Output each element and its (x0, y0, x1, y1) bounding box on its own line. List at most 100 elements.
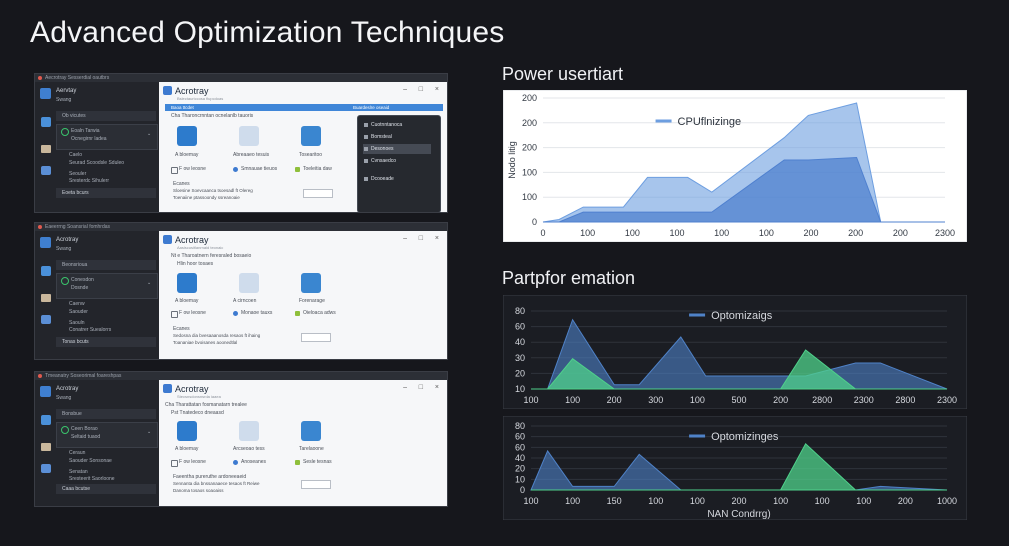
maximize-icon[interactable]: □ (418, 86, 423, 93)
checkbox[interactable] (295, 311, 300, 316)
input-field[interactable] (301, 480, 331, 489)
series-area-1 (531, 349, 947, 390)
sidebar-row[interactable]: Beonsrioua (56, 260, 156, 270)
selected-bar[interactable]: Baoa ttcdet Buardeslre oseaid (165, 104, 443, 111)
folder-icon[interactable] (41, 117, 51, 127)
folder-icon[interactable] (41, 266, 51, 276)
top-area-chart: 0 100 100 200 200 200 0 100 100 100 100 100 200 200 20… (503, 90, 967, 242)
sidebar-group[interactable]: Eoaln Tarwia Ocnegirnr ladea ⌄ (56, 124, 158, 150)
tile-icon-1[interactable] (177, 421, 197, 441)
x-tick-label: 100 (690, 395, 705, 405)
box-icon[interactable] (41, 443, 51, 451)
note-line: Sloesine Soevcaanca tsoesadl ft Olereg (173, 188, 253, 193)
checkbox[interactable] (295, 167, 300, 172)
sidebar-item[interactable]: Sresteerit Saorloone (69, 476, 115, 482)
sidebar-item[interactable]: Caenw (69, 301, 85, 307)
close-icon[interactable]: × (434, 384, 439, 391)
sidebar-item[interactable]: Seurad Scoodsle Sduleo (69, 160, 125, 166)
menu-item[interactable]: Cvnsaedco (363, 156, 431, 166)
box-icon[interactable] (41, 145, 51, 153)
sidebar-button[interactable]: Tonas bcuts (56, 337, 156, 347)
input-field[interactable] (301, 333, 331, 342)
tile-icon-1[interactable] (177, 126, 197, 146)
radio-button[interactable] (233, 460, 238, 465)
menu-item[interactable]: Dcooeade (363, 174, 431, 184)
close-dot-icon[interactable] (38, 374, 42, 378)
tile-icon-2[interactable] (239, 421, 259, 441)
menu-item-label: Cvnsaedco (371, 158, 397, 164)
app-subtitle: Swang (56, 395, 72, 401)
menu-item-icon (364, 177, 368, 181)
chevron-down-icon[interactable]: ⌄ (147, 131, 152, 137)
user-icon[interactable] (41, 166, 51, 175)
tile-icon-3[interactable] (301, 421, 321, 441)
user-icon[interactable] (41, 315, 51, 324)
maximize-icon[interactable]: □ (418, 235, 423, 242)
close-dot-icon[interactable] (38, 225, 42, 229)
checkbox[interactable] (171, 460, 178, 467)
close-icon[interactable]: × (434, 86, 439, 93)
sidebar-button[interactable]: Eoeta bcurs (56, 188, 156, 198)
checkbox[interactable] (295, 460, 300, 465)
minimize-icon[interactable]: – (403, 384, 407, 391)
sidebar-row[interactable]: Bonsbue (56, 409, 156, 419)
tile-icon-3[interactable] (301, 273, 321, 293)
series-area-1 (543, 156, 945, 223)
content-pane: Acrotray Bslectauriccosa fiupcdoas – □ ×… (159, 82, 447, 212)
sidebar-item[interactable]: Conatrer Suealorrs (69, 327, 112, 333)
tile-label-3: Tosearitoo (299, 152, 323, 158)
sidebar-item[interactable]: Saouder Sonsonae (69, 458, 112, 464)
checkbox[interactable] (171, 311, 178, 318)
chevron-down-icon[interactable]: ⌄ (147, 280, 152, 286)
tile-icon-3[interactable] (301, 126, 321, 146)
menu-item[interactable]: Bomsteal (363, 132, 431, 142)
sidebar-item[interactable]: Sresterdc Sihulerr (69, 178, 110, 184)
y-tick-label: 60 (515, 432, 525, 442)
close-dot-icon[interactable] (38, 76, 42, 80)
app-badge-icon (163, 384, 172, 393)
sidebar-button[interactable]: Caaa bcutse (56, 484, 156, 494)
chevron-down-icon[interactable]: ⌄ (147, 429, 152, 435)
close-icon[interactable]: × (434, 235, 439, 242)
tile-icon-2[interactable] (239, 126, 259, 146)
sidebar-group[interactable]: Conesdon Dosnde ⌄ (56, 273, 158, 299)
sidebar-group[interactable]: Ceen Borao Seltaid tuaod ⌄ (56, 422, 158, 448)
sidebar-item[interactable]: Senatan (69, 469, 88, 475)
y-tick-label: 80 (515, 306, 525, 316)
legend-label: CPUflnizinge (678, 116, 742, 128)
y-tick-label: 40 (515, 453, 525, 463)
legend-label: Optomizinges (711, 431, 779, 443)
folder-icon[interactable] (41, 415, 51, 425)
maximize-icon[interactable]: □ (418, 384, 423, 391)
menu-item[interactable]: Cuotnntanoca (363, 120, 431, 130)
sidebar-item[interactable]: Caelo (69, 152, 83, 158)
tile-icon-2[interactable] (239, 273, 259, 293)
y-tick-label: 60 (515, 322, 525, 332)
notes-heading: Ecanes (173, 326, 190, 332)
context-menu: Cuotnntanoca Bomsteal Desonoes Cvnsaedco… (357, 115, 441, 212)
screenshot-panel-3: Tmeanatry Soseorimal foareshpas Acrotray… (34, 371, 448, 507)
minimize-icon[interactable]: – (403, 235, 407, 242)
y-tick-label: 100 (522, 192, 537, 202)
checkbox-label: F ow leosne (179, 310, 206, 316)
radio-button[interactable] (233, 311, 238, 316)
sidebar-item[interactable]: Saouln (69, 320, 85, 326)
radio-button[interactable] (233, 167, 238, 172)
sidebar-item[interactable]: Ceraun (69, 450, 86, 456)
input-field[interactable] (303, 189, 333, 198)
sidebar-item[interactable]: Saouder (69, 309, 88, 315)
menu-item-selected[interactable]: Desonoes (363, 144, 431, 154)
window-title: Aecrotray Sesserdial oautbrs (45, 75, 110, 81)
tile-icon-1[interactable] (177, 273, 197, 293)
sidebar-row[interactable]: Ob vicutes (56, 111, 156, 121)
x-tick-label: 2300 (854, 395, 874, 405)
menu-item-label: Cuotnntanoca (371, 122, 403, 128)
minimize-icon[interactable]: – (403, 86, 407, 93)
note-line: Toenaiine ptassoondy ssreanoaie (173, 195, 240, 200)
user-icon[interactable] (41, 464, 51, 473)
sidebar-item[interactable]: Seouler (69, 171, 87, 177)
box-icon[interactable] (41, 294, 51, 302)
checkbox-label: F ow leosne (179, 166, 206, 172)
y-tick-label: 200 (522, 118, 537, 128)
checkbox[interactable] (171, 167, 178, 174)
